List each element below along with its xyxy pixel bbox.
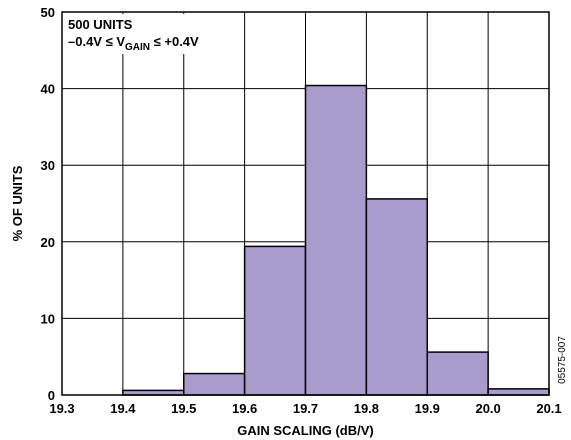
x-tick-label: 19.5 — [171, 401, 196, 416]
annotation-subscript: GAIN — [125, 42, 150, 53]
y-tick-label: 30 — [41, 158, 55, 173]
x-tick-label: 20.1 — [536, 401, 561, 416]
x-axis-label: GAIN SCALING (dB/V) — [237, 423, 374, 438]
x-tick-label: 19.7 — [293, 401, 318, 416]
y-tick-label: 20 — [41, 235, 55, 250]
histogram-bar — [487, 388, 550, 396]
histogram-bar — [183, 372, 246, 396]
chart-annotation: 500 UNITS –0.4V ≤ VGAIN ≤ +0.4V — [64, 14, 224, 54]
plot-frame — [61, 11, 550, 396]
x-tick-label: 19.8 — [354, 401, 379, 416]
histogram-bar — [243, 245, 307, 396]
histogram-bar — [426, 351, 489, 396]
x-tick-label: 19.3 — [49, 401, 74, 416]
annotation-line-2: –0.4V ≤ VGAIN ≤ +0.4V — [68, 34, 199, 53]
y-tick-label: 50 — [41, 5, 55, 20]
x-tick-label: 19.4 — [110, 401, 136, 416]
annotation-line-2-suffix: ≤ +0.4V — [150, 34, 199, 49]
annotation-background — [64, 14, 224, 54]
x-tick-label: 19.9 — [415, 401, 440, 416]
y-axis-label: % OF UNITS — [10, 165, 25, 241]
y-tick-labels: 0 10 20 30 40 50 — [41, 5, 55, 403]
y-tick-label: 40 — [41, 82, 55, 97]
histogram-bars — [122, 84, 550, 396]
x-tick-label: 19.6 — [232, 401, 257, 416]
annotation-line-2-prefix: –0.4V ≤ V — [68, 34, 125, 49]
x-tick-labels: 19.3 19.4 19.5 19.6 19.7 19.8 19.9 20.0 20.1 — [49, 401, 561, 416]
figure-id: 05575-007 — [557, 336, 568, 384]
y-tick-label: 0 — [48, 388, 55, 403]
x-tick-label: 20.0 — [475, 401, 500, 416]
annotation-line-1: 500 UNITS — [68, 17, 133, 32]
histogram-bar — [304, 84, 368, 396]
histogram-bar — [365, 198, 428, 396]
y-tick-label: 10 — [41, 311, 55, 326]
